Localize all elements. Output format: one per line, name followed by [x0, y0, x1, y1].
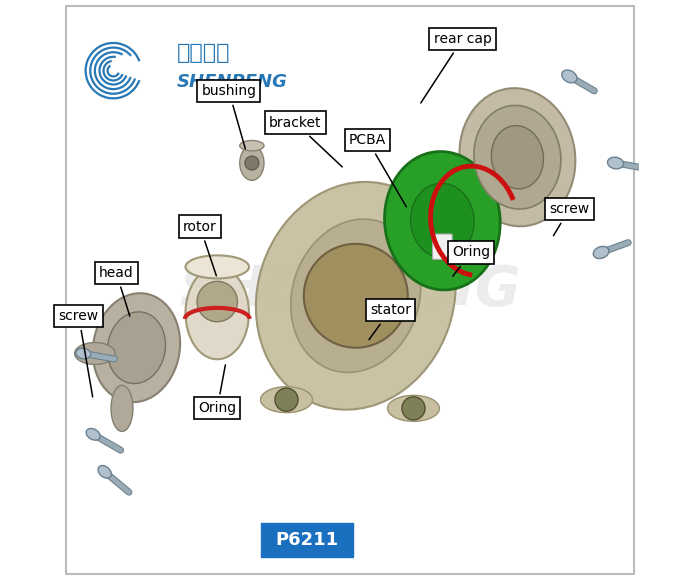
Ellipse shape — [411, 183, 474, 258]
FancyBboxPatch shape — [260, 523, 353, 557]
Ellipse shape — [92, 293, 180, 403]
FancyBboxPatch shape — [433, 234, 452, 259]
Text: rear cap: rear cap — [421, 32, 491, 103]
Ellipse shape — [290, 219, 421, 372]
Text: Oring: Oring — [198, 365, 237, 415]
Text: bushing: bushing — [202, 84, 256, 149]
Ellipse shape — [111, 385, 133, 432]
Ellipse shape — [256, 182, 456, 409]
Text: PCBA: PCBA — [349, 133, 406, 207]
Ellipse shape — [384, 151, 500, 290]
Ellipse shape — [86, 429, 100, 440]
Ellipse shape — [107, 312, 165, 383]
Ellipse shape — [240, 140, 264, 151]
Circle shape — [245, 156, 259, 170]
Text: Oring: Oring — [452, 245, 490, 276]
Text: SHENPENG: SHENPENG — [179, 263, 521, 317]
Text: screw: screw — [550, 202, 589, 235]
Text: SHENPENG: SHENPENG — [177, 73, 288, 91]
Text: bracket: bracket — [269, 115, 342, 167]
Text: rotor: rotor — [183, 219, 217, 276]
Ellipse shape — [491, 126, 543, 189]
Ellipse shape — [98, 466, 111, 478]
Text: stator: stator — [369, 303, 411, 340]
Ellipse shape — [186, 255, 249, 278]
Text: P6211: P6211 — [275, 531, 338, 549]
Ellipse shape — [593, 246, 609, 259]
Circle shape — [402, 397, 425, 420]
Ellipse shape — [459, 88, 575, 226]
Ellipse shape — [562, 70, 577, 83]
Ellipse shape — [240, 146, 264, 180]
Text: screw: screw — [59, 309, 99, 397]
Ellipse shape — [75, 343, 115, 364]
Ellipse shape — [76, 348, 91, 359]
Ellipse shape — [474, 106, 561, 209]
Circle shape — [304, 244, 407, 348]
Text: head: head — [99, 266, 134, 316]
Ellipse shape — [260, 387, 312, 412]
Ellipse shape — [388, 396, 440, 421]
Ellipse shape — [186, 267, 249, 359]
Circle shape — [275, 388, 298, 411]
Ellipse shape — [608, 157, 624, 169]
Text: 深鹏科技: 深鹏科技 — [177, 44, 230, 63]
Circle shape — [197, 281, 237, 322]
